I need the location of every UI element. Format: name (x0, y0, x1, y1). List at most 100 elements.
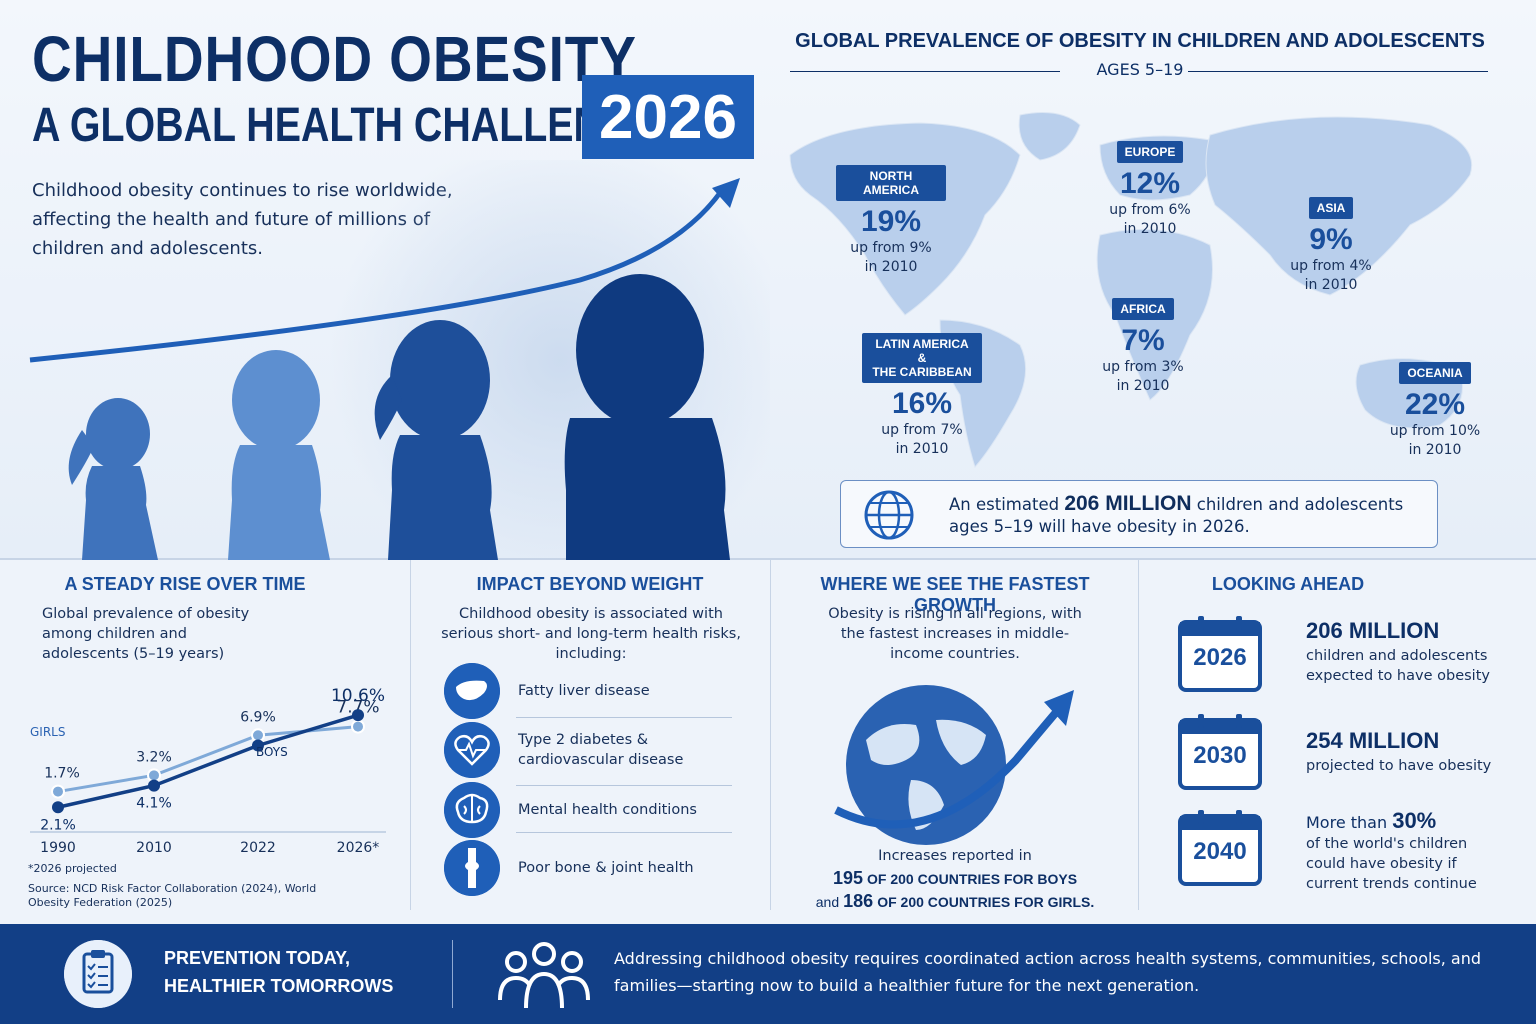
series-label-boys: BOYS (256, 745, 288, 759)
estimate-text: An estimated 206 MILLION children and ad… (949, 493, 1429, 538)
joint-icon (444, 840, 500, 896)
region-africa: AFRICA 7% up from 3% in 2010 (1088, 298, 1198, 396)
region-pct: 7% (1121, 324, 1165, 357)
data-point (51, 784, 65, 799)
region-change: up from 4% (1290, 258, 1372, 274)
region-tag: ASIA (1308, 197, 1354, 219)
region-change: up from 3% (1102, 359, 1184, 375)
calendar-icon (1178, 714, 1262, 790)
globe-continent (936, 719, 986, 765)
impact-label: Mental health conditions (518, 802, 697, 818)
region-change: up from 7% (881, 422, 963, 438)
impact-desc: Childhood obesity is associated with ser… (441, 606, 741, 662)
ahead-big: 254 MILLION (1306, 728, 1440, 753)
estimate-line2: ages 5–19 will have obesity in 2026. (949, 517, 1250, 536)
region-year: in 2010 (1116, 378, 1170, 394)
chart-source: Source: NCD Risk Factor Collaboration (2… (28, 882, 317, 909)
region-year: in 2010 (1123, 221, 1177, 237)
liver-icon (444, 663, 500, 719)
growth-desc: Obesity is rising in all regions, with t… (828, 606, 1082, 662)
region-europe: EUROPE 12% up from 6% in 2010 (1095, 141, 1205, 239)
rise-desc: Global prevalence of obesity among child… (42, 606, 250, 662)
slogan-line2: HEALTHIER TOMORROWS (164, 976, 394, 996)
data-point (252, 739, 264, 752)
region-oceania: OCEANIA 22% up from 10% in 2010 (1380, 362, 1490, 460)
map-subtitle: AGES 5–19 (1096, 60, 1184, 79)
x-tick-label: 2026* (337, 840, 380, 856)
data-label: 2.1% (40, 817, 76, 833)
clipboard-checklist-icon (64, 940, 132, 1008)
region-latin-america: LATIN AMERICA & THE CARIBBEAN 16% up fro… (862, 333, 982, 459)
region-tag-line2: THE CARIBBEAN (872, 365, 972, 379)
data-label: 10.6% (331, 686, 385, 706)
impact-title: IMPACT BEYOND WEIGHT (476, 574, 704, 594)
footer-slogan: PREVENTION TODAY, HEALTHIER TOMORROWS (164, 944, 393, 1000)
boy-silhouette-teen (564, 274, 730, 560)
prevalence-line-chart: 1990 2010 2022 2026* 1.7% 3.2% 6.9% 7.7% 2.1% 4.1… (30, 686, 386, 856)
region-change: up from 6% (1109, 202, 1191, 218)
page-title: CHILDHOOD OBESITY (32, 23, 637, 95)
estimate-post: children and adolescents (1196, 495, 1404, 514)
calendar-icon (1178, 616, 1262, 692)
impact-item: Fatty liver disease (444, 663, 734, 719)
data-point (352, 709, 364, 722)
region-tag: EUROPE (1116, 141, 1184, 163)
impact-separator (516, 717, 732, 718)
region-year: in 2010 (895, 441, 949, 457)
boys-text: OF 200 COUNTRIES FOR BOYS (867, 871, 1078, 887)
data-point (147, 768, 161, 783)
heart-pulse-icon (444, 722, 500, 778)
brain-icon (444, 782, 500, 838)
impact-label: Fatty liver disease (518, 683, 650, 699)
ahead-desc: projected to have obesity (1306, 758, 1492, 774)
region-change: up from 9% (850, 240, 932, 256)
growth-arrow-line (834, 707, 1062, 829)
subtitle-rule-left (790, 71, 1060, 72)
data-point (351, 719, 365, 734)
impact-item: Type 2 diabetes & cardiovascular disease (444, 722, 734, 778)
girls-pre: and (815, 894, 840, 910)
section-divider (0, 558, 1536, 560)
region-tag: NORTH AMERICA (836, 165, 946, 201)
trend-arrow-line (29, 188, 725, 363)
data-label: 1.7% (44, 766, 80, 782)
growth-inc-line: Increases reported in (878, 848, 1032, 864)
region-tag: LATIN AMERICA & THE CARIBBEAN (862, 333, 982, 383)
column-divider (770, 560, 771, 910)
ahead-desc: of the world's children could have obesi… (1306, 836, 1477, 892)
footer-message: Addressing childhood obesity requires co… (614, 949, 1482, 995)
calendar-year: 2040 (1193, 838, 1247, 865)
ahead-big: 206 MILLION (1306, 618, 1440, 643)
region-asia: ASIA 9% up from 4% in 2010 (1276, 197, 1386, 295)
slogan-line1: PREVENTION TODAY, (164, 948, 351, 968)
data-label: 4.1% (136, 796, 172, 812)
ahead-pre: More than 30% (1306, 808, 1436, 834)
impact-separator (516, 785, 732, 786)
girls-text: OF 200 COUNTRIES FOR GIRLS. (877, 894, 1095, 910)
growth-title: WHERE WE SEE THE FASTEST GROWTH (820, 574, 1090, 615)
region-year: in 2010 (864, 259, 918, 275)
trend-arrow-head (712, 178, 740, 208)
region-pct: 22% (1404, 388, 1466, 421)
region-pct: 16% (891, 387, 953, 420)
ahead-item-2030: 2030 254 MILLION projected to have obesi… (1176, 712, 1516, 792)
boys-count: 195 (832, 868, 863, 888)
impact-separator (516, 832, 732, 833)
region-change: up from 10% (1389, 423, 1481, 439)
region-north-america: NORTH AMERICA 19% up from 9% in 2010 (836, 165, 946, 277)
footer-divider (452, 940, 453, 1008)
subtitle-rule-right (1188, 71, 1488, 72)
estimate-pre: An estimated (949, 495, 1060, 514)
region-pct: 19% (860, 205, 922, 238)
calendar-icon (1178, 810, 1262, 886)
growth-arrow-head (1044, 690, 1074, 726)
impact-label: Type 2 diabetes & cardiovascular disease (518, 732, 684, 768)
impact-label: Poor bone & joint health (518, 860, 694, 876)
globe-continent (866, 724, 920, 765)
data-point (251, 728, 265, 743)
map-greenland (1018, 112, 1081, 161)
data-point (148, 779, 160, 792)
globe-icon (864, 490, 914, 540)
year-badge: 2026 (582, 75, 754, 159)
chart-footnote: *2026 projected (28, 862, 117, 875)
